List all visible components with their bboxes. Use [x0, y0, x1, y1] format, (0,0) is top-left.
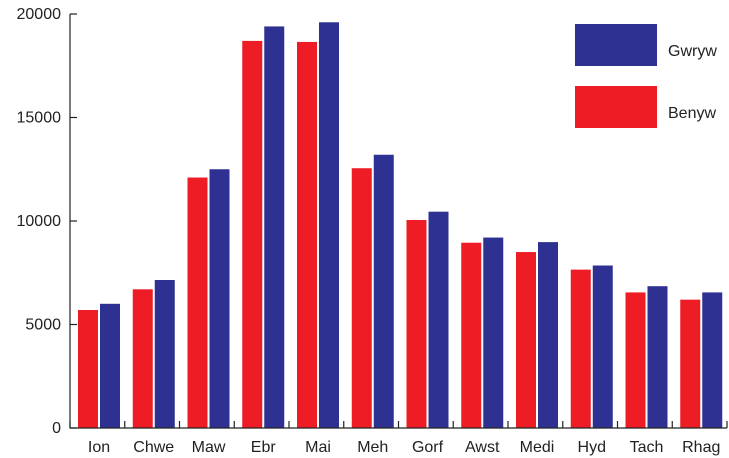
y-axis-ticks: 0 5000 10000 15000 20000 [17, 6, 77, 437]
bar-benyw-ion [78, 310, 98, 428]
x-tick-label-hyd: Hyd [578, 439, 606, 456]
x-tick-label-gorf: Gorf [412, 439, 444, 456]
bar-benyw-ebr [242, 40, 263, 428]
y-tick-label: 10000 [17, 213, 62, 230]
bar-gwryw-ebr [264, 26, 285, 428]
bar-benyw-hyd [570, 269, 591, 428]
x-tick-label-ion: Ion [88, 439, 110, 456]
x-tick-label-meh: Meh [357, 439, 388, 456]
x-tick-label-rhag: Rhag [682, 439, 720, 456]
legend-swatch-benyw [575, 86, 657, 128]
bar-benyw-awst [461, 242, 482, 428]
x-tick-label-awst: Awst [465, 439, 500, 456]
bar-benyw-meh [351, 168, 372, 428]
bar-benyw-chwe [132, 289, 153, 428]
bar-benyw-rhag [680, 299, 701, 428]
bar-gwryw-hyd [592, 265, 613, 428]
bar-gwryw-tach [647, 286, 668, 428]
y-tick-label: 15000 [17, 110, 62, 127]
y-tick-label: 20000 [17, 6, 62, 23]
x-tick-label-mai: Mai [305, 439, 331, 456]
legend: Gwryw Benyw [575, 24, 717, 128]
bar-gwryw-maw [209, 169, 230, 428]
legend-label-benyw: Benyw [668, 105, 716, 122]
bars-group [78, 22, 723, 429]
y-tick-label: 5000 [25, 317, 61, 334]
bar-gwryw-ion [100, 303, 120, 428]
bar-benyw-maw [187, 177, 208, 428]
bar-benyw-gorf [406, 219, 427, 428]
legend-swatch-gwryw [575, 24, 657, 66]
x-tick-label-medi: Medi [520, 439, 555, 456]
bar-gwryw-awst [483, 237, 504, 428]
x-tick-label-maw: Maw [192, 439, 226, 456]
bar-gwryw-chwe [154, 280, 175, 428]
x-axis-ticks: Ion Chwe Maw Ebr Mai Meh Gorf Awst Medi Hyd Tach Rh… [69, 421, 728, 456]
bar-gwryw-gorf [428, 211, 449, 428]
bar-gwryw-mai [319, 22, 339, 429]
y-tick-label: 0 [52, 420, 61, 437]
x-tick-label-tach: Tach [630, 439, 664, 456]
bar-gwryw-rhag [702, 292, 723, 428]
bar-benyw-mai [297, 41, 317, 428]
bar-benyw-medi [516, 252, 536, 428]
bar-gwryw-medi [538, 242, 558, 428]
legend-label-gwryw: Gwryw [668, 43, 717, 60]
bar-gwryw-meh [373, 154, 394, 428]
x-tick-label-chwe: Chwe [133, 439, 174, 456]
x-tick-label-ebr: Ebr [251, 439, 277, 456]
bar-benyw-tach [625, 292, 646, 428]
